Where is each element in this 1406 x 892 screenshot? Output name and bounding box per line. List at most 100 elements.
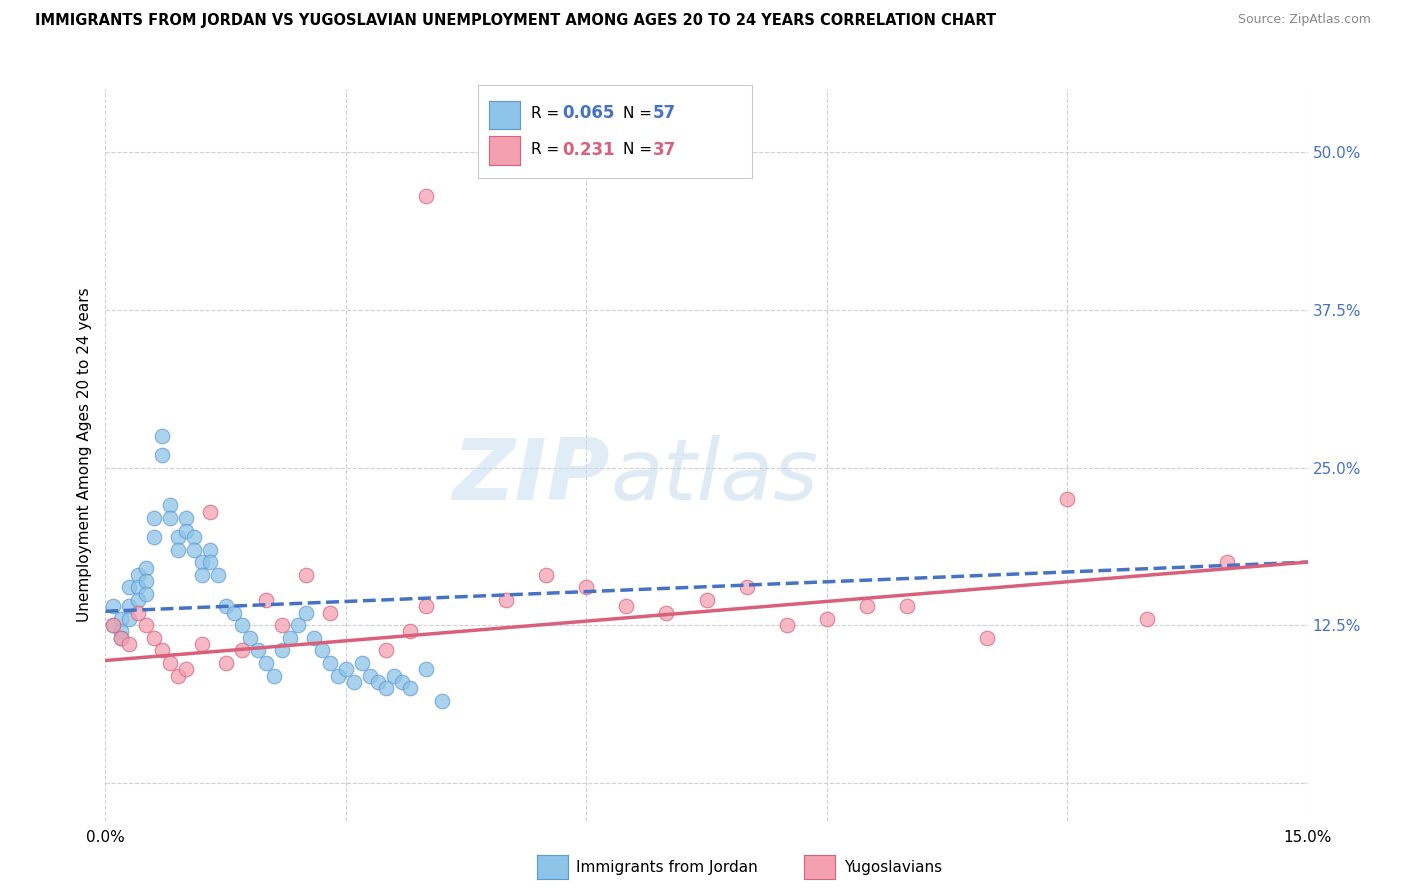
Point [159, 499, 181, 513]
Point [198, 505, 221, 519]
Point [374, 643, 398, 657]
Text: Immigrants from Jordan: Immigrants from Jordan [576, 860, 758, 874]
Point [103, 618, 125, 632]
Point [135, 574, 157, 588]
Point [174, 662, 197, 676]
Point [183, 542, 205, 557]
Point [214, 599, 236, 614]
Point [270, 643, 292, 657]
Point [190, 637, 212, 651]
Text: N =: N = [623, 143, 657, 157]
Point [190, 555, 212, 569]
Text: R =: R = [531, 143, 565, 157]
Point [110, 631, 132, 645]
Point [359, 668, 381, 682]
Point [246, 643, 269, 657]
Point [159, 656, 181, 670]
Point [127, 606, 149, 620]
Point [495, 593, 517, 607]
Point [415, 189, 437, 203]
Point [575, 580, 598, 594]
Point [207, 567, 229, 582]
Point [135, 561, 157, 575]
Point [696, 593, 718, 607]
Point [382, 668, 405, 682]
Point [735, 580, 758, 594]
Point [616, 599, 638, 614]
Point [150, 429, 173, 443]
Point [142, 511, 165, 525]
Point [135, 618, 157, 632]
Point [127, 593, 149, 607]
Point [350, 656, 373, 670]
Point [110, 624, 132, 639]
Point [183, 530, 205, 544]
Point [263, 668, 285, 682]
Point [815, 612, 838, 626]
Point [295, 606, 318, 620]
Point [335, 662, 357, 676]
Text: atlas: atlas [610, 435, 818, 518]
Point [118, 580, 141, 594]
Point [142, 631, 165, 645]
Point [159, 511, 181, 525]
Point [1136, 612, 1159, 626]
Point [896, 599, 918, 614]
Point [976, 631, 998, 645]
Point [534, 567, 557, 582]
Point [231, 643, 253, 657]
Point [127, 580, 149, 594]
Text: N =: N = [623, 106, 657, 120]
Point [110, 612, 132, 626]
Point [190, 567, 212, 582]
Point [374, 681, 398, 696]
Point [319, 656, 342, 670]
Point [174, 511, 197, 525]
Point [118, 599, 141, 614]
Point [166, 668, 188, 682]
Text: IMMIGRANTS FROM JORDAN VS YUGOSLAVIAN UNEMPLOYMENT AMONG AGES 20 TO 24 YEARS COR: IMMIGRANTS FROM JORDAN VS YUGOSLAVIAN UN… [35, 13, 997, 29]
Point [415, 599, 437, 614]
Point [399, 681, 422, 696]
Point [278, 631, 301, 645]
Text: 57: 57 [652, 104, 675, 122]
Point [135, 587, 157, 601]
Point [127, 567, 149, 582]
Point [295, 567, 318, 582]
Point [198, 555, 221, 569]
Point [222, 606, 245, 620]
Point [399, 624, 422, 639]
Point [415, 662, 437, 676]
Point [166, 530, 188, 544]
Point [391, 674, 413, 689]
Point [776, 618, 799, 632]
Point [214, 656, 236, 670]
Point [110, 631, 132, 645]
Point [103, 599, 125, 614]
Point [174, 524, 197, 538]
Text: ZIP: ZIP [453, 435, 610, 518]
Point [430, 694, 453, 708]
Point [239, 631, 262, 645]
Point [270, 618, 292, 632]
Point [655, 606, 678, 620]
Point [326, 668, 349, 682]
Point [254, 656, 277, 670]
Text: 0.231: 0.231 [562, 141, 614, 159]
Point [319, 606, 342, 620]
Text: 0.065: 0.065 [562, 104, 614, 122]
Text: R =: R = [531, 106, 565, 120]
Point [254, 593, 277, 607]
Point [118, 612, 141, 626]
Point [1216, 555, 1239, 569]
Point [302, 631, 325, 645]
Text: Source: ZipAtlas.com: Source: ZipAtlas.com [1237, 13, 1371, 27]
Point [367, 674, 389, 689]
Point [166, 542, 188, 557]
Y-axis label: Unemployment Among Ages 20 to 24 years: Unemployment Among Ages 20 to 24 years [76, 287, 91, 623]
Point [150, 643, 173, 657]
Point [198, 542, 221, 557]
Point [311, 643, 333, 657]
Text: 37: 37 [652, 141, 676, 159]
Point [287, 618, 309, 632]
